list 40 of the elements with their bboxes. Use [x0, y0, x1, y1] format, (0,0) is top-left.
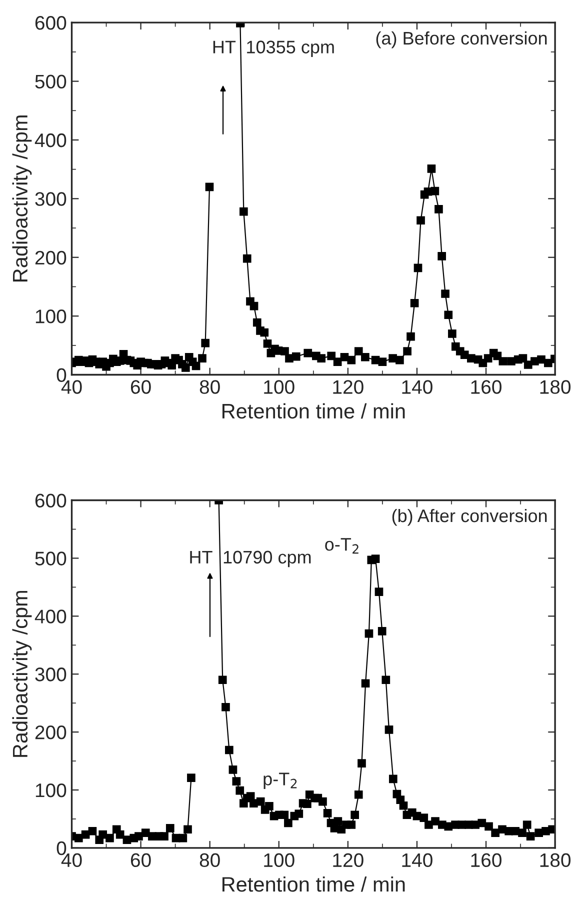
- y-tick-label: 100: [36, 783, 66, 798]
- x-tick-label: 60: [130, 853, 151, 868]
- x-tick-label: 180: [540, 380, 571, 394]
- x-tick-label: 160: [471, 853, 502, 868]
- x-tick-label: 140: [402, 380, 432, 394]
- x-tick-label: 80: [200, 380, 220, 394]
- y-axis-title: Radioactivity /cpm: [12, 116, 32, 282]
- y-tick-label: 0: [56, 841, 66, 856]
- x-tick-label: 80: [200, 853, 220, 868]
- x-tick-label: 180: [540, 853, 571, 868]
- annotation: HT 10355 cpm: [213, 40, 334, 58]
- x-tick-label: 60: [130, 380, 151, 394]
- y-tick-label: 200: [35, 726, 66, 740]
- y-tick-label: 500: [35, 552, 66, 566]
- x-tick-label: 120: [333, 853, 364, 868]
- x-tick-label: 40: [61, 853, 82, 868]
- x-axis-title: Retention time / min: [222, 403, 405, 419]
- x-tick-label: 120: [333, 380, 364, 394]
- annotation: o-T$_{2}$: [325, 538, 358, 554]
- x-tick-label: 100: [264, 853, 294, 868]
- x-tick-label: 100: [264, 380, 294, 394]
- y-tick-label: 0: [56, 368, 66, 382]
- y-axis-title: Radioactivity /cpm: [12, 590, 32, 757]
- y-tick-label: 400: [34, 133, 66, 148]
- x-axis-title: Retention time / min: [222, 876, 405, 892]
- annotation: p-T$_{2}$: [264, 772, 297, 789]
- y-tick-label: 300: [35, 192, 66, 206]
- y-tick-label: 600: [35, 16, 66, 30]
- y-tick-label: 100: [36, 310, 66, 324]
- y-tick-label: 400: [34, 610, 66, 624]
- y-tick-label: 600: [35, 494, 66, 508]
- x-tick-label: 40: [61, 380, 82, 394]
- x-tick-label: 160: [471, 380, 502, 394]
- x-tick-label: 140: [402, 853, 432, 868]
- chart-title: (a) Before conversion: [376, 31, 547, 48]
- y-tick-label: 500: [35, 74, 66, 89]
- chart-title: (b) After conversion: [392, 508, 547, 526]
- y-tick-label: 300: [35, 668, 66, 682]
- y-tick-label: 200: [35, 250, 66, 265]
- annotation: HT 10790 cpm: [190, 550, 311, 568]
